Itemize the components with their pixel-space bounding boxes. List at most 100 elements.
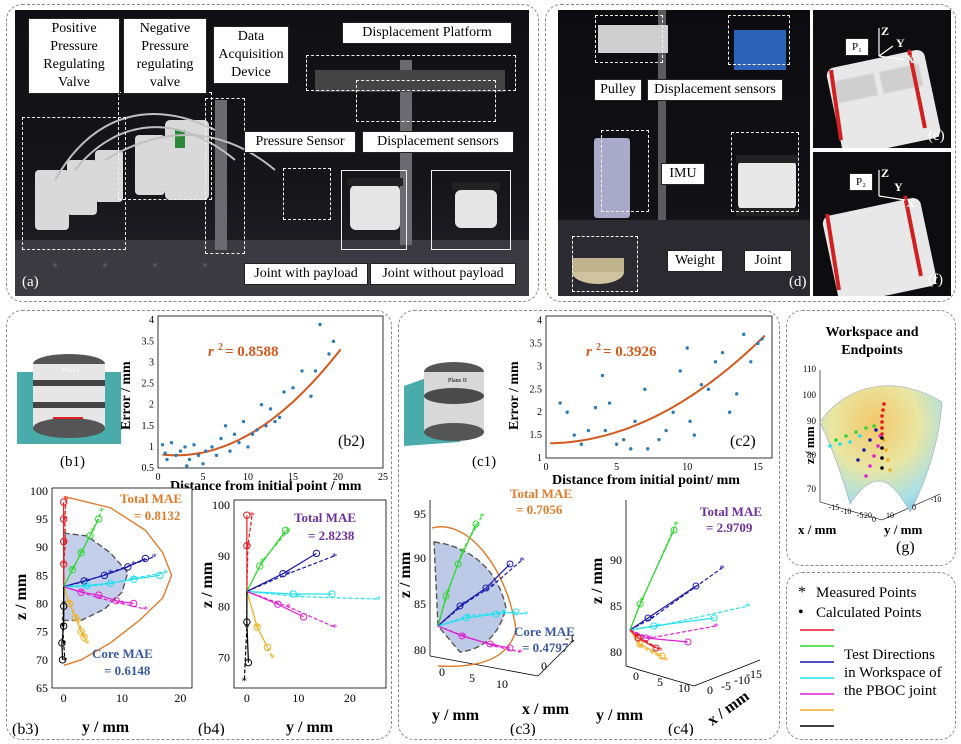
b3-measured-point: * [78, 587, 84, 599]
c3-calculated-line [437, 625, 511, 649]
axis-e-y: Y [896, 36, 905, 50]
c2-ytick: 3.5 [530, 338, 543, 349]
b4-calculated-line [246, 591, 250, 663]
b2-ytick: 3.5 [142, 336, 155, 347]
b4-measured-point: * [249, 510, 255, 522]
g-endpoint [864, 426, 868, 430]
b3-calculated-point [83, 581, 91, 590]
c4-calculated-point [692, 582, 700, 590]
b3-calculated-point [156, 571, 164, 580]
box-displacement-sensors [356, 80, 496, 122]
joint-render-b1 [17, 354, 121, 444]
axis-f-x: X [906, 196, 915, 210]
c4-xtick: -5 [721, 679, 731, 693]
c3-calculated-point [492, 610, 500, 618]
b4-measured-point: * [244, 622, 250, 634]
b3-total-boundary [63, 495, 173, 667]
c4-measured-point: * [655, 621, 661, 633]
c4-measured-point: * [639, 595, 645, 607]
panel-b [6, 310, 392, 740]
b3-ytick: 70 [36, 653, 48, 667]
c2-point [614, 442, 619, 446]
g-endpoint [876, 444, 880, 448]
b2-ytick: 2.5 [142, 379, 155, 390]
b4-calculated-point [274, 600, 282, 608]
box-weight [572, 236, 638, 292]
b3-ytick: 65 [36, 681, 48, 695]
b4-measured-point: * [332, 551, 338, 563]
legend-directions: Test Directions in Workspace of the PBOC… [844, 647, 942, 699]
b2-plot-area [157, 315, 384, 469]
c3-measured-point: * [465, 611, 471, 623]
b3-core-mae: Core MAE [92, 646, 153, 661]
b4-calculated-line [246, 591, 269, 648]
b3-calculated-point [129, 575, 138, 583]
b2-point [241, 419, 246, 424]
b3-ytick: 85 [36, 568, 48, 582]
b2-point [259, 402, 264, 407]
c2-r2-value: = 0.3926 [603, 344, 657, 360]
b3-calculated-point [94, 515, 103, 523]
c3-total-mae: Total MAE [510, 486, 572, 501]
b2-point [169, 440, 174, 445]
c4-measured-line [629, 567, 723, 631]
b3-calculated-point [58, 639, 66, 647]
c2-xtick: 0 [544, 462, 549, 473]
c4-ytick: 10 [678, 681, 690, 695]
b2-xtick: 0 [156, 472, 161, 483]
label-joint-nopayload: Joint without payload [370, 263, 516, 285]
tag-a: (a) [22, 274, 39, 290]
c2-point [629, 447, 633, 451]
c3-axes [429, 500, 575, 677]
b4-calculated-line [246, 530, 287, 592]
b3-measured-point: * [131, 559, 137, 571]
render-c1 [400, 346, 500, 446]
c4-ztick: 80 [610, 645, 622, 659]
tag-c1: (c1) [472, 454, 497, 470]
c4-calculated-point [684, 638, 692, 646]
b4-calculated-point [253, 623, 261, 631]
c2-point [621, 437, 626, 442]
b2-point [237, 440, 241, 445]
tag-f: (f) [928, 272, 943, 288]
g-endpoint [868, 438, 872, 442]
b3-xtick: 10 [116, 691, 128, 705]
b3-calculated-point [71, 613, 80, 622]
c3-calculated-line [437, 523, 477, 627]
b3-calculated-point [77, 588, 85, 596]
label-daq: Data Acquisition Device [213, 26, 289, 84]
b3-total-mae: Total MAE [120, 491, 182, 506]
b3-calculated-point [59, 622, 68, 630]
g-xtick: 0 [872, 515, 876, 524]
box-platform [306, 55, 516, 91]
c2-point [756, 341, 760, 346]
c3-measured-point: * [517, 647, 523, 659]
g-zlabel: z / mm [802, 426, 817, 464]
b2-ytick: 1.5 [142, 421, 155, 432]
b3-xtick: 20 [174, 691, 186, 705]
box-positive-valve [22, 117, 126, 250]
c4-measured-point: * [673, 519, 679, 531]
b3-measured-point: * [108, 568, 114, 580]
c2-point [565, 410, 569, 414]
b4-calculated-line [246, 590, 304, 618]
b3-measured-point: * [84, 638, 90, 650]
b4-calculated-point [256, 562, 264, 570]
c2-point [678, 369, 682, 373]
c2-point [760, 337, 764, 341]
b4-measured-point: * [296, 592, 302, 604]
b4-measured-line [246, 590, 379, 600]
b4-total-mae: Total MAE [294, 510, 356, 525]
b3-measured-point: * [151, 552, 157, 564]
g-ztick: 90 [807, 416, 817, 426]
b2-point [277, 415, 282, 420]
c4-zlabel: z / mm [590, 557, 606, 604]
b2-point [178, 449, 183, 453]
g-endpoint [838, 442, 842, 446]
b4-measured-point: * [285, 602, 291, 614]
legend-measured: * Measured Points [798, 584, 916, 602]
c2-xtick: 10 [682, 462, 692, 473]
c4-calculated-line [629, 617, 715, 631]
b2-xtick: 25 [378, 472, 388, 483]
b2-point [187, 457, 192, 462]
